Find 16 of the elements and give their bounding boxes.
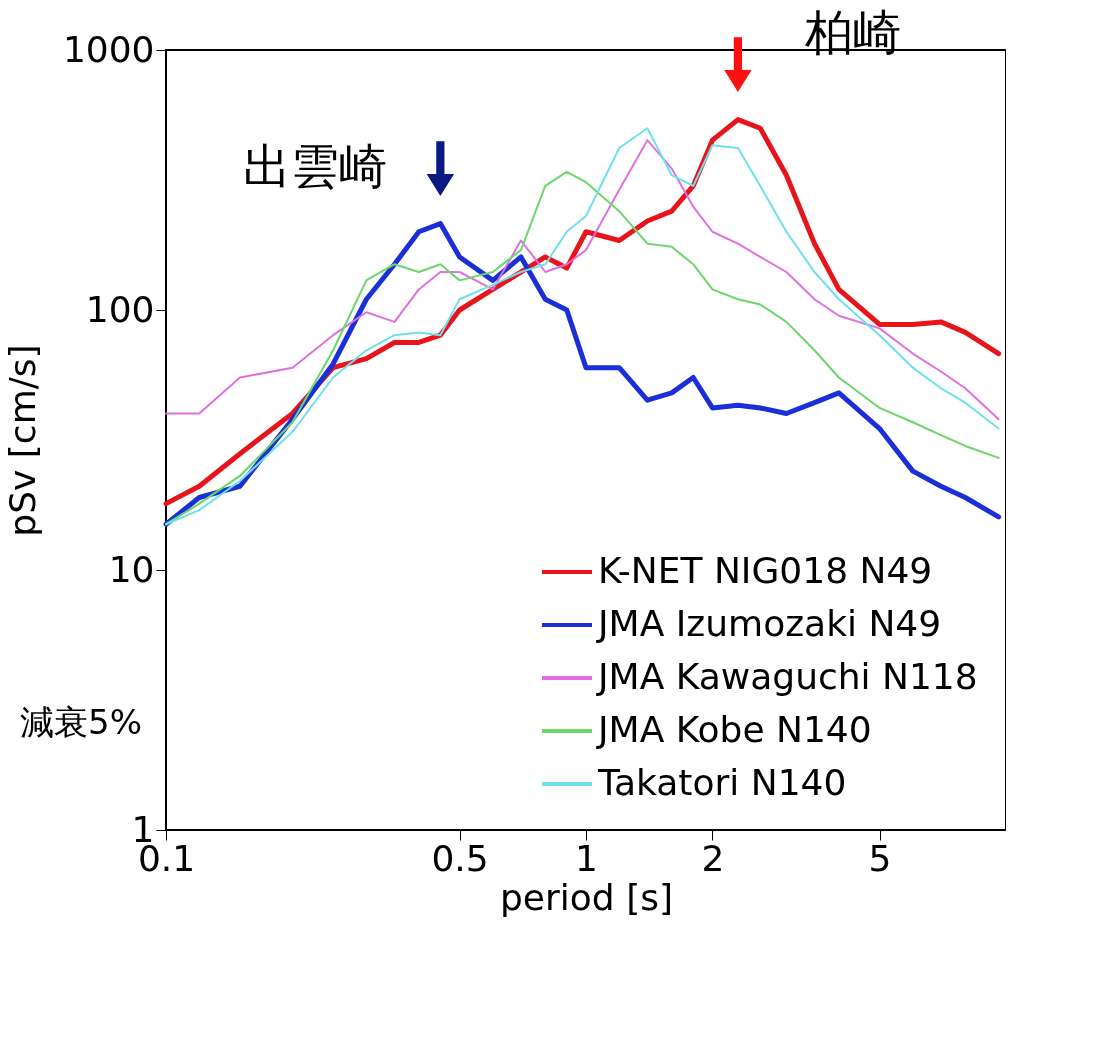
y-tick-label: 1000 <box>62 28 155 70</box>
legend-label: K-NET NIG018 N49 <box>598 550 933 591</box>
y-axis-title: pSv [cm/s] <box>1 344 43 537</box>
x-tick-label: 1 <box>575 837 598 879</box>
x-axis-title: period [s] <box>500 876 673 918</box>
legend-label: JMA Izumozaki N49 <box>596 603 942 644</box>
annotation: 出雲崎 <box>243 137 388 194</box>
legend-label: Takatori N140 <box>597 762 847 803</box>
legend-label: JMA Kawaguchi N118 <box>596 656 978 697</box>
y-tick-label: 10 <box>108 548 155 590</box>
x-tick-label: 5 <box>868 837 892 879</box>
text: 減衰5% <box>20 701 142 744</box>
x-tick-label: 2 <box>701 837 725 879</box>
x-tick-label: 0.5 <box>431 837 489 879</box>
legend-label: JMA Kobe N140 <box>596 709 872 750</box>
y-tick-label: 100 <box>85 288 155 330</box>
